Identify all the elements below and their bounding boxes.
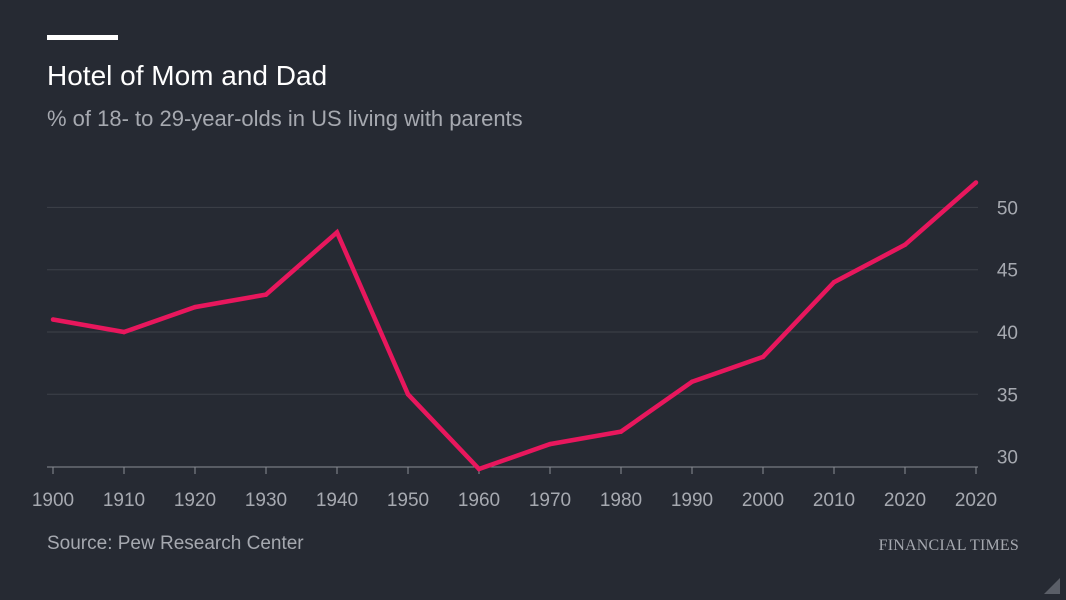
- x-tick-label-1940: 1940: [316, 490, 358, 511]
- y-tick-label-40: 40: [997, 323, 1018, 344]
- data-point-2010-11: [831, 279, 837, 285]
- x-tick-label-2010: 2010: [813, 490, 855, 511]
- data-point-1940-4: [334, 230, 340, 235]
- resize-corner-icon: [1044, 578, 1060, 594]
- x-tick-label-1990: 1990: [671, 490, 713, 511]
- data-point-1900-0: [50, 317, 56, 322]
- series: [50, 180, 979, 472]
- x-tick-label-1920: 1920: [174, 490, 216, 511]
- data-point-1980-8: [618, 429, 624, 434]
- x-axis: 1900 1910 1920 1930 1940 1950 1960 1970 1980 1990…: [32, 466, 997, 511]
- data-point-2020-12: [902, 242, 908, 248]
- gridlines: [47, 206, 978, 395]
- x-tick-label-1970: 1970: [529, 490, 571, 511]
- y-tick-label-35: 35: [997, 385, 1018, 406]
- x-tick-label-1900: 1900: [32, 490, 74, 511]
- y-tick-label-30: 30: [997, 448, 1018, 469]
- x-tick-label-1960: 1960: [458, 490, 500, 511]
- data-point-1910-1: [121, 329, 127, 335]
- data-point-1920-2: [192, 304, 198, 310]
- data-point-2000-10: [760, 354, 766, 360]
- x-tick-label-1980: 1980: [600, 490, 642, 511]
- y-axis: 30 35 40 45 50: [997, 198, 1018, 468]
- series-line: [52, 180, 978, 472]
- source-note: Source: Pew Research Center: [47, 533, 304, 554]
- data-point-1990-9: [689, 379, 695, 385]
- chart-subtitle: % of 18- to 29-year-olds in US living wi…: [47, 106, 523, 131]
- x-tick-label-2020: 2020: [884, 490, 926, 511]
- chart-title: Hotel of Mom and Dad: [47, 60, 328, 91]
- publisher-logo: FINANCIAL TIMES: [878, 537, 1019, 554]
- title-accent-bar: [47, 35, 118, 40]
- x-tick-label-2020: 2020: [955, 490, 997, 511]
- y-tick-label-50: 50: [997, 198, 1018, 219]
- data-point-1950-5: [405, 392, 411, 397]
- data-point-1960-6: [476, 466, 482, 472]
- x-tick-label-1930: 1930: [245, 490, 287, 511]
- data-point-1970-7: [547, 441, 553, 447]
- x-tick-label-1950: 1950: [387, 490, 429, 511]
- data-point-1930-3: [263, 292, 269, 297]
- data-point-2020-13: [973, 180, 979, 185]
- y-tick-label-45: 45: [997, 261, 1018, 282]
- x-tick-label-1910: 1910: [103, 490, 145, 511]
- x-tick-label-2000: 2000: [742, 490, 784, 511]
